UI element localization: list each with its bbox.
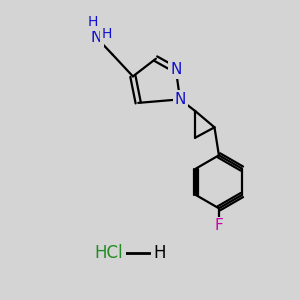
Text: H: H [88, 15, 98, 29]
Text: N: N [170, 62, 182, 77]
Text: HCl: HCl [94, 244, 123, 262]
Text: H: H [102, 27, 112, 41]
Text: F: F [214, 218, 223, 233]
Text: H: H [153, 244, 166, 262]
Text: N: N [174, 92, 186, 107]
Text: N: N [90, 30, 102, 45]
